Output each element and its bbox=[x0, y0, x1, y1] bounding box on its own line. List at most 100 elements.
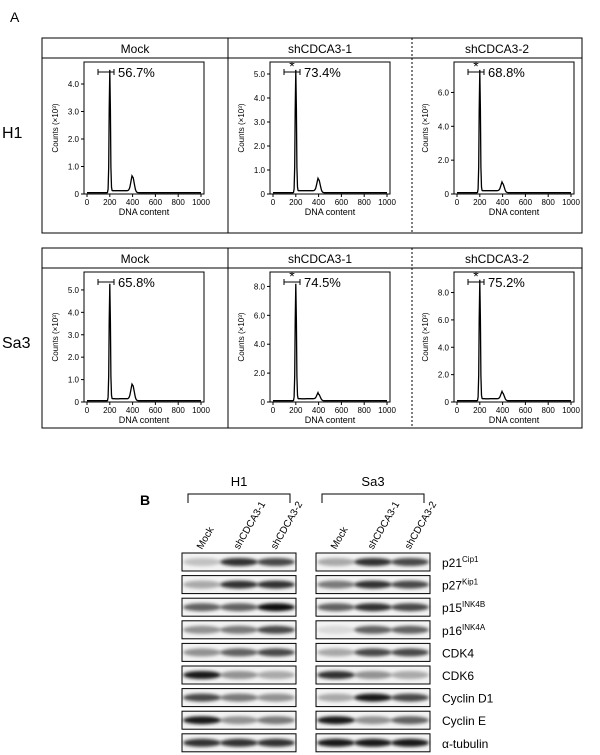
protein-label: CDK6 bbox=[442, 669, 474, 683]
x-tick-label: 1000 bbox=[192, 406, 210, 415]
blot-band bbox=[354, 603, 392, 612]
protein-name: α-tubulin bbox=[442, 737, 488, 751]
significance-marker: * bbox=[289, 58, 295, 74]
plot-frame bbox=[269, 61, 391, 195]
x-tick-label: 1000 bbox=[562, 198, 580, 207]
x-tick-label: 0 bbox=[455, 198, 460, 207]
blot-band bbox=[317, 738, 355, 747]
group-bracket bbox=[187, 493, 291, 503]
blot-band bbox=[391, 671, 429, 679]
blot-band bbox=[391, 716, 429, 725]
y-tick-label: 1.0 bbox=[68, 163, 80, 172]
x-tick-label: 200 bbox=[473, 406, 487, 415]
blot-band bbox=[317, 625, 355, 634]
protein-name: CDK6 bbox=[442, 669, 474, 683]
y-tick-label: 3.0 bbox=[68, 331, 80, 340]
row-label: Sa3 bbox=[2, 335, 31, 352]
x-tick-label: 200 bbox=[103, 406, 117, 415]
protein-name: Cyclin D1 bbox=[442, 692, 494, 706]
gate-bracket bbox=[97, 69, 115, 75]
blot-band bbox=[391, 603, 429, 612]
group-bracket bbox=[321, 493, 425, 503]
protein-label: p21Cip1 bbox=[442, 555, 479, 570]
x-tick-label: 200 bbox=[289, 406, 303, 415]
y-tick-label: 4.0 bbox=[438, 343, 450, 352]
plot-frame bbox=[453, 61, 575, 195]
x-axis-label: DNA content bbox=[489, 207, 540, 217]
protein-label: α-tubulin bbox=[442, 737, 488, 751]
blot-band bbox=[317, 558, 355, 566]
panel-label: B bbox=[140, 492, 150, 508]
significance-marker: * bbox=[289, 268, 295, 284]
significance-marker: * bbox=[473, 268, 479, 284]
significance-marker: * bbox=[473, 58, 479, 74]
protein-label: Cyclin D1 bbox=[442, 692, 494, 706]
blot-band bbox=[183, 558, 221, 566]
blot-band bbox=[354, 580, 392, 589]
x-tick-label: 600 bbox=[519, 406, 533, 415]
percent-label: 75.2% bbox=[488, 275, 525, 290]
x-tick-label: 600 bbox=[149, 198, 163, 207]
protein-superscript: Cip1 bbox=[462, 555, 479, 564]
y-tick-label: 6.0 bbox=[438, 88, 450, 97]
protein-name: CDK4 bbox=[442, 646, 474, 660]
gate-bracket bbox=[283, 279, 301, 285]
blot-band bbox=[220, 625, 258, 634]
plot-title: shCDCA3-1 bbox=[288, 42, 352, 56]
y-tick-label: 4.0 bbox=[254, 94, 266, 103]
blot-band bbox=[354, 648, 392, 657]
blot-band bbox=[391, 693, 429, 702]
y-axis-label: Counts (×10³) bbox=[51, 103, 60, 152]
x-tick-label: 400 bbox=[496, 406, 510, 415]
blot-band bbox=[257, 625, 295, 634]
protein-superscript: Kip1 bbox=[462, 578, 479, 587]
x-tick-label: 400 bbox=[496, 198, 510, 207]
blot-band bbox=[183, 738, 221, 747]
plot-title: shCDCA3-2 bbox=[465, 252, 529, 266]
x-tick-label: 200 bbox=[289, 198, 303, 207]
lane-label: shCDCA3-2 bbox=[269, 499, 305, 551]
plot-title: shCDCA3-1 bbox=[288, 252, 352, 266]
blot-band bbox=[220, 648, 258, 657]
blot-band bbox=[257, 671, 295, 679]
y-tick-label: 4.0 bbox=[254, 340, 266, 349]
blot-band bbox=[183, 580, 221, 589]
x-axis-label: DNA content bbox=[489, 415, 540, 425]
y-tick-label: 4.0 bbox=[68, 80, 80, 89]
y-axis-label: Counts (×10³) bbox=[421, 312, 430, 361]
blot-band bbox=[354, 625, 392, 634]
y-tick-label: 8.0 bbox=[254, 282, 266, 291]
panel-label: A bbox=[10, 9, 20, 25]
protein-label: Cyclin E bbox=[442, 714, 486, 728]
blot-band bbox=[317, 580, 355, 589]
protein-name: Cyclin E bbox=[442, 714, 486, 728]
blot-band bbox=[317, 693, 355, 702]
blot-band bbox=[220, 716, 258, 725]
y-tick-label: 8.0 bbox=[438, 289, 450, 298]
y-axis-label: Counts (×10³) bbox=[51, 312, 60, 361]
blot-band bbox=[257, 580, 295, 589]
blot-band bbox=[220, 671, 258, 679]
x-tick-label: 800 bbox=[172, 198, 186, 207]
y-tick-label: 2.0 bbox=[438, 156, 450, 165]
x-tick-label: 0 bbox=[271, 198, 276, 207]
protein-label: p15INK4B bbox=[442, 600, 485, 615]
y-axis-label: Counts (×10³) bbox=[237, 103, 246, 152]
x-tick-label: 800 bbox=[542, 406, 556, 415]
percent-label: 68.8% bbox=[488, 65, 525, 80]
plot-title: Mock bbox=[121, 42, 151, 56]
gate-bracket bbox=[467, 69, 485, 75]
blot-band bbox=[183, 716, 221, 725]
group-label: H1 bbox=[231, 474, 248, 489]
histogram-curve bbox=[273, 283, 387, 402]
y-tick-label: 3.0 bbox=[254, 118, 266, 127]
blot-band bbox=[257, 716, 295, 725]
y-tick-label: 0 bbox=[75, 398, 80, 407]
x-tick-label: 400 bbox=[126, 406, 140, 415]
percent-label: 65.8% bbox=[118, 275, 155, 290]
x-tick-label: 400 bbox=[126, 198, 140, 207]
blot-band bbox=[391, 558, 429, 566]
x-tick-label: 400 bbox=[312, 406, 326, 415]
x-axis-label: DNA content bbox=[119, 207, 170, 217]
y-tick-label: 2.0 bbox=[68, 353, 80, 362]
